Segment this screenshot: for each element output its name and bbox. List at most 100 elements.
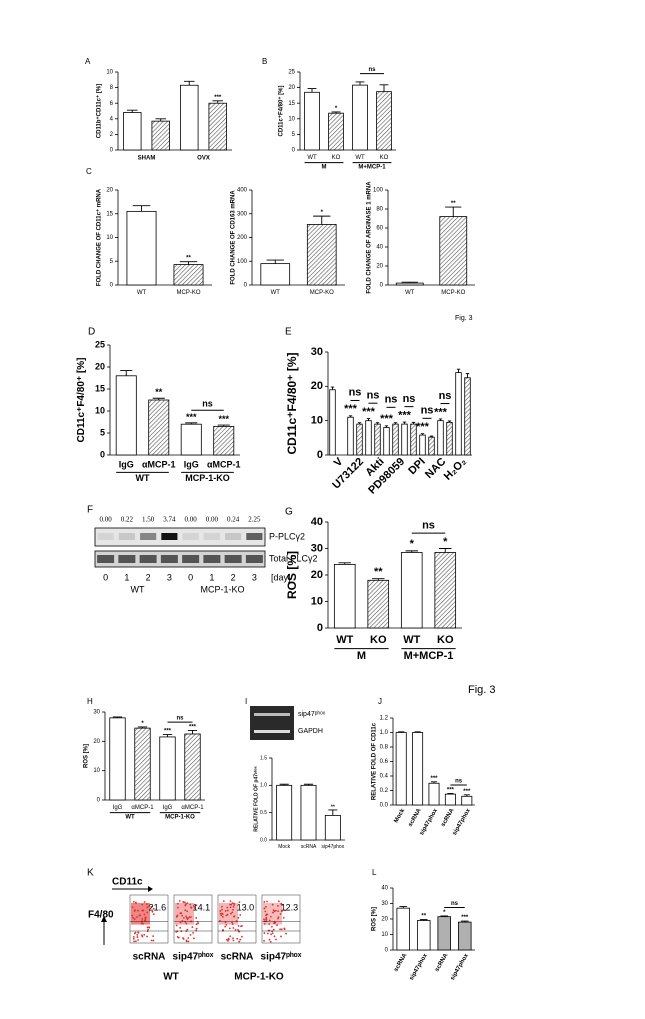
panel-label: K	[87, 868, 94, 879]
arrow	[101, 916, 107, 922]
group-label: WT	[131, 584, 145, 594]
event-dot	[271, 903, 274, 906]
sample-label: scRNA	[133, 952, 166, 963]
event-dot	[175, 924, 178, 927]
event-dot	[146, 903, 148, 906]
error-bar	[375, 422, 380, 425]
event-dot	[279, 913, 282, 915]
y-tick-label: 0.6	[380, 759, 389, 765]
gate	[175, 903, 194, 925]
bar	[464, 377, 471, 456]
x-tick-label: KO	[370, 634, 387, 646]
bracket-label: ns	[176, 715, 184, 721]
event-dot	[151, 910, 154, 913]
group-label: M+MCP-1	[358, 164, 386, 170]
bar	[419, 434, 426, 456]
band-value: 3.74	[163, 516, 176, 524]
error-bar	[465, 373, 470, 378]
significance: ***	[189, 724, 197, 730]
error-bar	[398, 731, 405, 733]
y-tick-label: 200	[237, 235, 248, 241]
panel-label: G	[285, 507, 293, 518]
event-dot	[273, 922, 276, 925]
bar	[260, 263, 291, 286]
x-tick-label: WT	[403, 634, 420, 646]
event-dot	[263, 901, 266, 903]
caption: Fig. 3	[468, 684, 496, 696]
error-bar	[402, 421, 407, 425]
y-axis-label: RELATIVE FOLD OF CD11c	[371, 722, 377, 800]
error-bar	[401, 281, 418, 284]
arrow	[148, 886, 153, 892]
event-dot	[225, 938, 228, 941]
bar	[208, 102, 227, 151]
x-tick-label: scRNA	[393, 952, 408, 973]
y-tick-label: 25	[95, 339, 105, 349]
event-dot	[277, 910, 280, 913]
event-dot	[269, 915, 272, 918]
event-dot	[231, 911, 234, 914]
y-tick-label: 0.5	[260, 810, 267, 816]
error-bar	[447, 420, 452, 423]
error-bar	[419, 919, 428, 921]
error-bar	[440, 915, 449, 917]
event-dot	[226, 913, 229, 916]
event-dot	[227, 937, 230, 940]
gate-value: 14.1	[193, 902, 211, 912]
y-tick-label: 30	[381, 901, 388, 907]
significance: **	[451, 201, 456, 207]
error-bar	[330, 386, 335, 390]
significance: ***	[218, 414, 229, 424]
bracket-label: ns	[367, 389, 380, 401]
band-value: 0.00	[100, 516, 113, 524]
event-dot	[236, 937, 239, 940]
event-dot	[195, 923, 198, 926]
event-dot	[183, 901, 186, 904]
bar	[367, 579, 390, 629]
x-tick-label: WT	[355, 155, 365, 161]
event-dot	[272, 911, 274, 914]
axis-label: CD11c	[112, 877, 143, 888]
error-bar	[179, 261, 198, 265]
y-axis-label: CD11c⁺F4/80⁺ [%]	[285, 352, 299, 454]
event-dot	[268, 919, 271, 922]
event-dot	[266, 900, 268, 903]
event-dot	[264, 905, 267, 908]
gel	[250, 706, 294, 740]
y-tick-label: 10	[93, 768, 100, 774]
error-bar	[162, 734, 173, 737]
error-bar	[112, 716, 123, 718]
significance: *	[410, 538, 415, 550]
y-tick-label: 300	[237, 211, 248, 217]
y-tick-label: 5	[292, 132, 296, 138]
group-label: M+MCP-1	[404, 650, 454, 662]
y-tick-label: 0	[292, 148, 296, 154]
event-dot	[226, 909, 229, 912]
y-tick-label: 2	[110, 132, 114, 138]
event-dot	[133, 918, 136, 921]
x-tick-label: WT	[137, 290, 147, 296]
band-value: 0.00	[185, 516, 198, 524]
event-dot	[132, 916, 134, 919]
error-bar	[411, 421, 416, 425]
event-dot	[285, 932, 287, 935]
event-dot	[271, 932, 274, 935]
gel-label: GAPDH	[298, 728, 323, 735]
band	[118, 533, 135, 540]
bar	[428, 782, 440, 806]
y-tick-label: 0.8	[380, 745, 389, 751]
panel-label: H	[87, 697, 93, 706]
event-dot	[185, 903, 187, 905]
y-tick-label: 0	[317, 449, 323, 461]
group-label: H₂O₂	[442, 456, 469, 483]
x-tick-label: scRNA	[440, 807, 455, 828]
event-dot	[232, 905, 235, 908]
bar	[392, 423, 399, 456]
event-dot	[270, 933, 273, 936]
error-bar	[132, 205, 151, 212]
y-tick-label: 8	[110, 85, 114, 91]
event-dot	[182, 901, 185, 904]
y-tick-label: 0	[97, 798, 101, 804]
error-bar	[338, 562, 351, 565]
y-tick-label: 0	[244, 283, 248, 289]
